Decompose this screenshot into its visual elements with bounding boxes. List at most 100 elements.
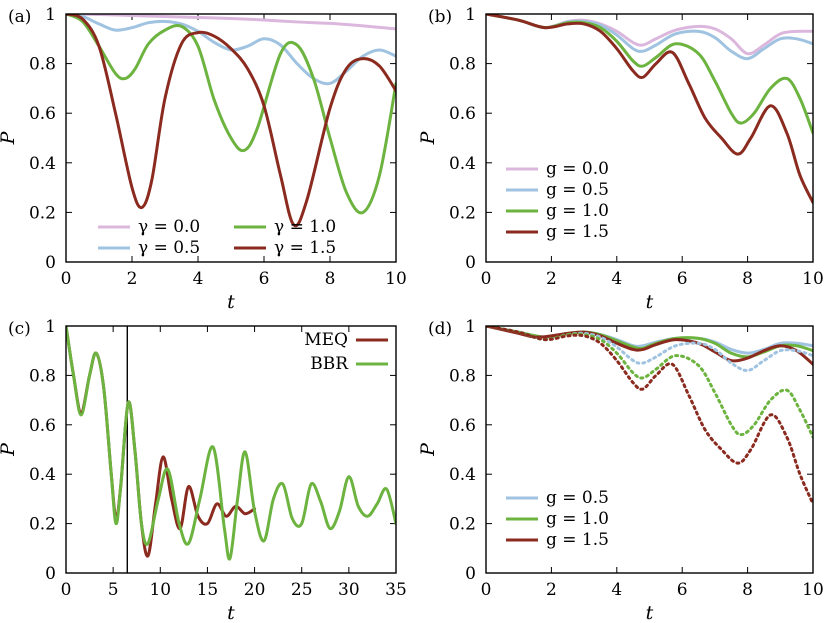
y-tick-label: 0 [465, 253, 476, 273]
y-tick-label: 1 [45, 5, 56, 25]
legend-label: g = 1.0 [546, 201, 609, 221]
x-tick-label: 30 [338, 580, 360, 600]
x-tick-label: 8 [742, 580, 753, 600]
series-group [66, 14, 396, 228]
y-tick-label: 0 [45, 253, 56, 273]
legend-label: g = 1.0 [546, 509, 609, 529]
legend-label: g = 1.5 [546, 222, 609, 242]
plot-frame [65, 13, 397, 263]
x-tick-label: 6 [677, 580, 688, 600]
series-line-1 [66, 326, 396, 561]
legend-label: g = 1.5 [546, 530, 609, 550]
y-tick-label: 0.6 [29, 416, 56, 436]
series-line-3 [486, 14, 813, 204]
series-line-3 [66, 14, 396, 228]
y-tick-label: 0.2 [29, 515, 56, 535]
panel-label: (d) [428, 319, 452, 339]
y-tick-label: 1 [465, 5, 476, 25]
x-tick-label: 8 [325, 269, 336, 289]
legend-label: γ = 1.0 [274, 217, 336, 237]
x-tick-label: 4 [611, 269, 622, 289]
x-tick-label: 2 [546, 269, 557, 289]
x-tick-label: 6 [677, 269, 688, 289]
y-axis-label: P [417, 130, 439, 145]
x-tick-label: 0 [61, 580, 72, 600]
series-group [66, 326, 396, 561]
y-axis-label: P [417, 442, 439, 457]
x-tick-label: 15 [197, 580, 219, 600]
x-axis-label: t [646, 602, 654, 623]
panel-label: (c) [8, 319, 31, 339]
y-tick-label: 1 [465, 317, 476, 337]
x-axis-label: t [227, 602, 235, 623]
legend-label: g = 0.5 [546, 180, 609, 200]
y-tick-label: 0.2 [29, 203, 56, 223]
x-tick-label: 20 [244, 580, 266, 600]
x-tick-label: 2 [546, 580, 557, 600]
legend: g = 0.0g = 0.5g = 1.0g = 1.5 [506, 159, 609, 242]
legend-label: MEQ [304, 330, 348, 350]
series-group [486, 326, 813, 506]
x-tick-label: 10 [802, 269, 824, 289]
series-line-2 [66, 14, 396, 215]
y-tick-label: 0.2 [449, 515, 476, 535]
plot-frame [65, 325, 397, 574]
x-tick-label: 0 [61, 269, 72, 289]
series-line-0 [66, 14, 396, 31]
legend: g = 0.5g = 1.0g = 1.5 [506, 488, 609, 550]
plot-frame [485, 13, 814, 263]
y-axis-label: P [0, 442, 19, 457]
y-tick-label: 0.6 [449, 104, 476, 124]
x-tick-label: 35 [385, 580, 407, 600]
panel-a: 0 2 4 6 8 10 0 0.2 0.4 0.6 0.8 1 t P (a) γ = 0.0γ = 0.5… [0, 5, 407, 313]
x-axis-label: t [227, 291, 235, 313]
x-tick-label: 5 [108, 580, 119, 600]
y-tick-label: 0 [45, 564, 56, 584]
series-group [486, 14, 813, 204]
legend-label: g = 0.0 [546, 159, 609, 179]
x-tick-label: 4 [611, 580, 622, 600]
legend-label: γ = 1.5 [274, 238, 336, 258]
legend: MEQ BBR [304, 330, 388, 374]
x-tick-label: 10 [802, 580, 824, 600]
x-tick-label: 8 [742, 269, 753, 289]
x-tick-label: 25 [291, 580, 313, 600]
x-tick-label: 6 [259, 269, 270, 289]
panel-label: (b) [428, 7, 452, 27]
x-tick-label: 4 [193, 269, 204, 289]
x-tick-label: 10 [149, 580, 171, 600]
y-tick-label: 0.8 [29, 366, 56, 386]
y-tick-label: 0.8 [449, 366, 476, 386]
legend-label: BBR [310, 354, 349, 374]
plot-frame [485, 325, 814, 574]
y-tick-label: 0.4 [29, 154, 56, 174]
series-line-2 [486, 326, 813, 366]
y-tick-label: 0.6 [29, 104, 56, 124]
legend-label: g = 0.5 [546, 488, 609, 508]
legend-label: γ = 0.5 [138, 238, 200, 258]
legend: γ = 0.0γ = 0.5 γ = 1.0γ = 1.5 [98, 217, 336, 258]
x-tick-label: 2 [127, 269, 138, 289]
y-axis-label: P [0, 130, 19, 145]
series-line-5 [486, 326, 813, 506]
y-tick-label: 0.8 [29, 55, 56, 75]
y-tick-label: 0.6 [449, 416, 476, 436]
y-tick-label: 0.4 [29, 465, 56, 485]
panel-d: 0 2 4 6 8 10 0 0.2 0.4 0.6 0.8 1 t P (d) g = 0.5g = 1.0… [417, 317, 824, 623]
x-tick-label: 0 [481, 269, 492, 289]
x-tick-label: 10 [385, 269, 407, 289]
y-tick-label: 0.8 [449, 55, 476, 75]
y-tick-label: 0.2 [449, 203, 476, 223]
panel-b: 0 2 4 6 8 10 0 0.2 0.4 0.6 0.8 1 t P (b) g = 0.0g = 0.5… [417, 5, 824, 313]
y-tick-label: 1 [45, 317, 56, 337]
y-tick-label: 0 [465, 564, 476, 584]
panel-label: (a) [8, 7, 31, 27]
x-axis-label: t [646, 291, 654, 313]
y-tick-label: 0.4 [449, 154, 476, 174]
y-tick-label: 0.4 [449, 465, 476, 485]
legend-label: γ = 0.0 [138, 217, 200, 237]
x-tick-label: 0 [481, 580, 492, 600]
series-line-1 [486, 14, 813, 61]
panel-c: 0 5 10 15 20 25 30 35 0 0.2 0.4 0.6 0.8 1 t P (c) MEQ BBR [0, 317, 407, 623]
